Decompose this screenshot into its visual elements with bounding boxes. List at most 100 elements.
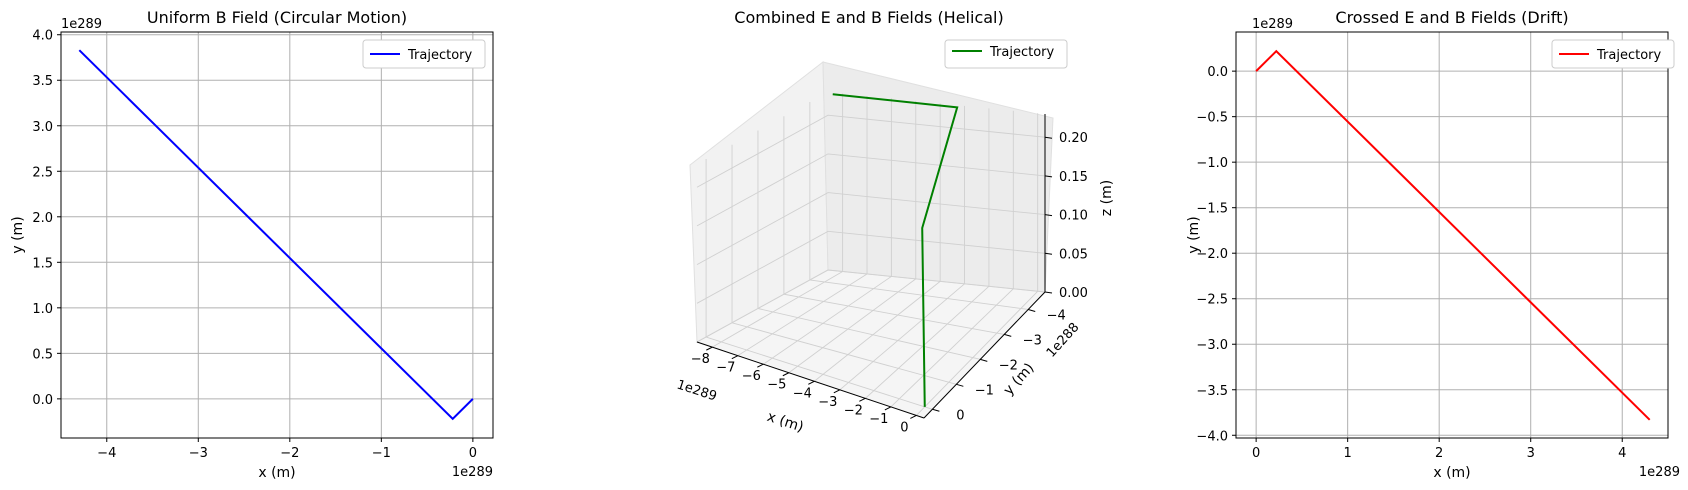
p2-ytick-mark <box>1004 333 1012 337</box>
p2-ztick-mark <box>1044 291 1053 294</box>
p2-ztick-label: 0.20 <box>1059 131 1088 146</box>
p2-ztick-label: 0.00 <box>1059 286 1088 301</box>
p3-xtick-label: 4 <box>1618 446 1626 461</box>
p2-xtick-mark <box>782 372 790 377</box>
p1-ytick-label: 1.0 <box>32 302 53 317</box>
p1-xtick-label: −4 <box>97 446 116 461</box>
p1-xtick-label: −3 <box>189 446 208 461</box>
chart3-series <box>1255 49 1651 421</box>
chart3-grid <box>1236 32 1668 438</box>
chart3-ticks: 0 1 2 3 4 −4.0 −3.5 −3.0 −2.5 −2.0 −1.5 −1.0 −0.5 0.0 <box>1196 65 1626 461</box>
p2-xtick-label: −2 <box>844 403 863 418</box>
p3-ytick-label: −3.5 <box>1196 384 1228 399</box>
chart1-legend: Trajectory <box>362 39 486 69</box>
chart-crossed-e-b-fields: Crossed E and B Fields (Drift) 0 1 2 3 4 −4.0… <box>1186 8 1680 481</box>
p2-ztick-label: 0.10 <box>1059 209 1088 224</box>
chart2-legend-label: Trajectory <box>989 45 1054 60</box>
p1-ytick-label: 2.0 <box>32 211 53 226</box>
p3-ytick-label: −0.5 <box>1196 111 1228 126</box>
p1-ytick-label: 2.5 <box>32 165 53 180</box>
chart2-legend: Trajectory <box>944 39 1068 69</box>
p2-xtick-label: −1 <box>869 412 888 427</box>
chart1-y-label: y (m) <box>10 216 26 253</box>
p3-ytick-label: −1.0 <box>1196 156 1228 171</box>
p2-ytick-mark <box>956 383 964 387</box>
chart2-z-label: z (m) <box>1099 180 1115 216</box>
chart2-y-offset: 1e288 <box>1044 320 1083 361</box>
chart1-x-label: x (m) <box>258 465 295 481</box>
p2-xtick-label: −7 <box>716 361 735 376</box>
p3-ytick-label: −2.5 <box>1196 293 1228 308</box>
chart2-x-label: x (m) <box>765 409 805 436</box>
p2-y-axis <box>923 291 1046 419</box>
chart3-frame <box>1235 31 1669 439</box>
p1-ytick-label: 3.5 <box>32 74 53 89</box>
p1-ytick-label: 4.0 <box>32 29 53 44</box>
p2-xtick-mark <box>884 406 892 411</box>
chart3-legend: Trajectory <box>1551 39 1675 69</box>
chart3-y-offset: 1e289 <box>1252 17 1293 32</box>
chart2-x-offset: 1e289 <box>675 378 719 405</box>
p3-ytick-label: −3.0 <box>1196 338 1228 353</box>
p2-ztick-mark <box>1044 136 1053 139</box>
p2-ztick-mark <box>1044 175 1053 178</box>
chart1-grid <box>61 32 493 438</box>
chart-uniform-b-field: Uniform B Field (Circular Motion) −4 −3 −2… <box>10 8 494 481</box>
p3-xtick-label: 0 <box>1252 446 1260 461</box>
p1-trajectory-line <box>78 49 474 421</box>
p2-trajectory-line <box>832 93 959 407</box>
p2-xtick-label: −6 <box>742 369 761 384</box>
p1-ytick-label: 3.0 <box>32 120 53 135</box>
p2-zgrid <box>696 269 1046 343</box>
p3-ytick-label: 0.0 <box>1207 65 1228 80</box>
p2-ytick-label: −4 <box>1047 308 1066 323</box>
p2-zgrid <box>696 192 1046 266</box>
p3-xtick-label: 3 <box>1527 446 1535 461</box>
chart3-title: Crossed E and B Fields (Drift) <box>1335 8 1568 27</box>
p2-xtick-label: −8 <box>691 352 710 367</box>
p1-xtick-label: −1 <box>372 446 391 461</box>
p2-xtick-label: −4 <box>793 386 812 401</box>
p3-ytick-label: −4.0 <box>1196 429 1228 444</box>
p3-trajectory-line <box>1255 49 1651 421</box>
p3-ytick-label: −2.0 <box>1196 247 1228 262</box>
p1-xtick-label: 0 <box>469 446 477 461</box>
chart1-title: Uniform B Field (Circular Motion) <box>147 8 407 27</box>
chart3-legend-label: Trajectory <box>1596 48 1661 63</box>
p2-zgrid <box>696 153 1046 227</box>
p2-zgrid <box>696 230 1046 304</box>
p3-ytick-label: −1.5 <box>1196 202 1228 217</box>
p2-xtick-mark <box>757 363 764 368</box>
p1-ytick-label: 0.0 <box>32 393 53 408</box>
p2-xtick-mark <box>910 414 917 419</box>
p2-ytick-label: −3 <box>1023 333 1042 348</box>
p2-zgrid <box>696 114 1046 188</box>
chart2-title: Combined E and B Fields (Helical) <box>734 8 1003 27</box>
chart1-ticks: −4 −3 −2 −1 0 0.0 0.5 1.0 1.5 2.0 2.5 3.0 3.5 4.0 <box>32 29 477 461</box>
p2-xtick-mark <box>731 355 739 360</box>
chart1-frame <box>60 31 494 439</box>
p2-ztick-mark <box>1044 214 1053 217</box>
p2-ytick-label: −2 <box>999 358 1018 373</box>
p3-xtick-label: 2 <box>1435 446 1443 461</box>
p2-ytick-mark <box>980 358 988 362</box>
p2-x-axis <box>696 341 925 419</box>
p2-xtick-mark <box>808 380 815 385</box>
p2-ztick-label: 0.05 <box>1059 247 1088 262</box>
chart1-y-offset: 1e289 <box>61 17 102 32</box>
chart-combined-e-b-fields: Combined E and B Fields (Helical) −8 −7 −6… <box>675 8 1115 436</box>
p1-xtick-label: −2 <box>280 446 299 461</box>
chart2-axes <box>696 114 1046 419</box>
p2-ytick-mark <box>932 408 940 412</box>
p2-xtick-label: −5 <box>767 378 786 393</box>
chart2-grid <box>696 93 1046 416</box>
chart2-series <box>832 93 959 407</box>
p2-ytick-mark <box>1028 308 1036 312</box>
p2-ztick-mark <box>1044 252 1053 255</box>
p2-ytick-label: 0 <box>956 408 964 423</box>
p2-xtick-label: 0 <box>900 420 908 435</box>
chart2-ticks: −8 −7 −6 −5 −4 −3 −2 −1 0 −4 −3 −2 −1 0 0.00 0.05 0.10 0.… <box>691 131 1088 435</box>
p2-xtick-mark <box>859 397 866 402</box>
chart3-x-offset: 1e289 <box>1639 465 1680 480</box>
